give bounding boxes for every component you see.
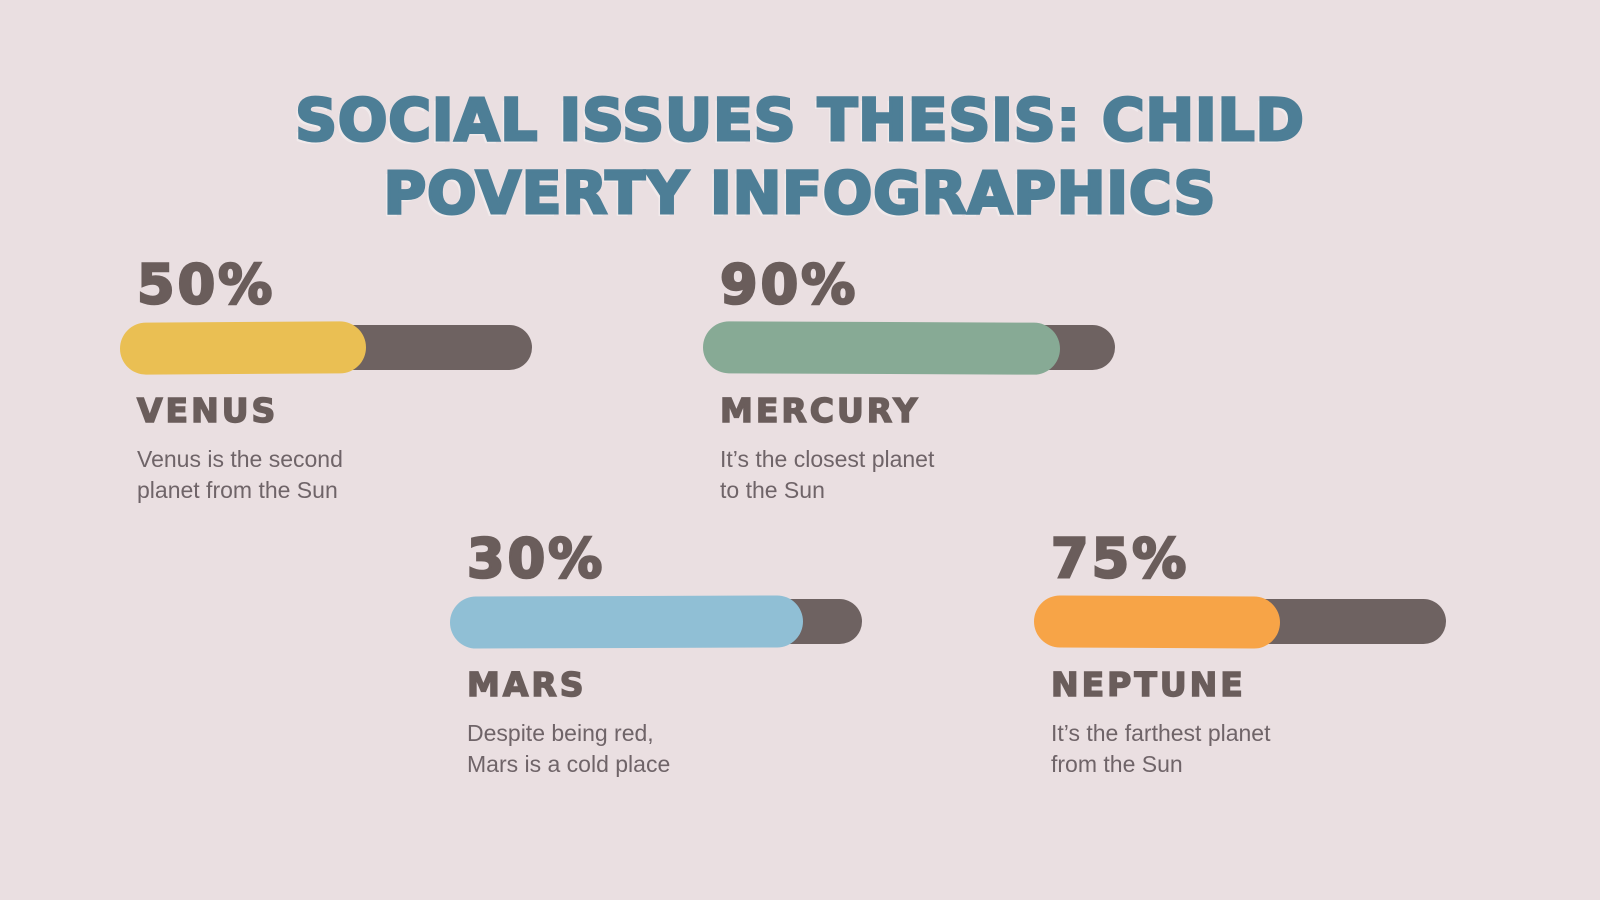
planet-description-mars: Despite being red, Mars is a cold place [467, 718, 862, 780]
progress-bar-track-venus [119, 321, 532, 375]
percent-label-mercury: 90% [719, 253, 859, 316]
progress-bar-fill-mars [449, 595, 803, 649]
progress-bar-track-neptune [1033, 595, 1446, 649]
planet-name-neptune: NEPTUNE [1050, 665, 1246, 705]
page-title-line-2: POVERTY INFOGRAPHICS [382, 158, 1217, 229]
progress-bar-fill-mercury [702, 321, 1060, 375]
stat-card-mercury: 90% MERCURY It’s the closest planet to t… [702, 253, 1115, 506]
planet-description-venus: Venus is the second planet from the Sun [137, 444, 532, 506]
planet-name-venus: VENUS [136, 391, 279, 431]
percent-label-mars: 30% [466, 527, 606, 590]
percent-label-neptune: 75% [1050, 527, 1190, 590]
percent-label-venus: 50% [136, 253, 276, 316]
page-title-line-1: SOCIAL ISSUES THESIS: CHILD [294, 85, 1306, 156]
planet-name-mercury: MERCURY [719, 391, 921, 431]
planet-description-neptune: It’s the farthest planet from the Sun [1051, 718, 1446, 780]
progress-bar-track-mercury [702, 321, 1115, 375]
page-title: SOCIAL ISSUES THESIS: CHILD POVERTY INFO… [0, 84, 1600, 230]
progress-bar-fill-venus [119, 321, 367, 375]
progress-bar-track-mars [449, 595, 862, 649]
description-line: Venus is the second [137, 446, 343, 472]
description-line: Mars is a cold place [467, 751, 671, 777]
planet-description-mercury: It’s the closest planet to the Sun [720, 444, 1115, 506]
description-line: to the Sun [720, 477, 825, 503]
description-line: It’s the closest planet [720, 446, 935, 472]
description-line: from the Sun [1051, 751, 1183, 777]
planet-name-mars: MARS [466, 665, 587, 705]
progress-bar-fill-neptune [1033, 595, 1281, 649]
description-line: planet from the Sun [137, 477, 338, 503]
description-line: It’s the farthest planet [1051, 720, 1271, 746]
stat-card-neptune: 75% NEPTUNE It’s the farthest planet fro… [1033, 527, 1446, 780]
stat-card-mars: 30% MARS Despite being red, Mars is a co… [449, 527, 862, 780]
description-line: Despite being red, [467, 720, 654, 746]
stat-card-venus: 50% VENUS Venus is the second planet fro… [119, 253, 532, 506]
